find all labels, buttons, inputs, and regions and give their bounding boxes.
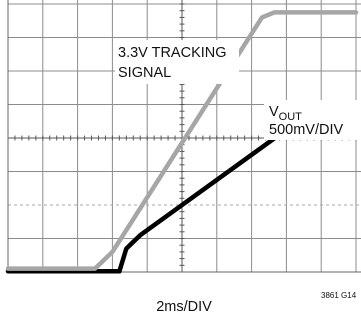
- tracking-label-line2: SIGNAL: [118, 65, 171, 81]
- x-axis-label: 2ms/DIV: [156, 299, 212, 315]
- vout-label-bg: [264, 100, 361, 140]
- vout-label-sub: OUT: [279, 111, 303, 123]
- vout-label: VOUT: [269, 104, 302, 123]
- trace-tracking-signal: [5, 10, 359, 271]
- vout-scale-label: 500mV/DIV: [269, 122, 343, 138]
- tracking-label-line1: 3.3V TRACKING: [118, 45, 227, 61]
- vout-label-main: V: [269, 104, 279, 120]
- tracking-label-bg: [115, 40, 239, 84]
- figure-id: 3861 G14: [321, 291, 357, 300]
